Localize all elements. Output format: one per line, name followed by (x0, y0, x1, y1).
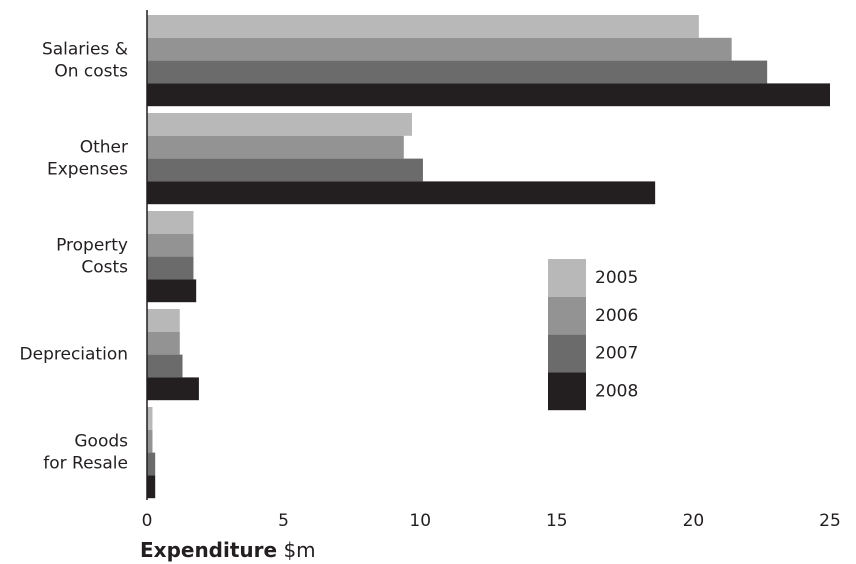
bar (147, 407, 153, 430)
bar (147, 354, 183, 378)
legend-swatch (548, 334, 586, 373)
bar (147, 331, 180, 355)
x-tick-label: 15 (546, 511, 568, 531)
y-tick-label: Property (56, 236, 128, 256)
y-tick-label: Costs (81, 258, 128, 278)
y-tick-label: Expenses (47, 160, 128, 180)
bar (147, 429, 153, 453)
y-tick-label: Other (80, 138, 128, 158)
x-tick-label: 25 (819, 511, 841, 531)
bar (147, 181, 656, 205)
bar (147, 158, 423, 182)
bar (147, 135, 404, 159)
y-tick-label: Goods (74, 432, 128, 452)
legend-label: 2008 (595, 381, 638, 401)
x-tick-label: 0 (142, 511, 153, 531)
bar (147, 377, 199, 401)
bar (147, 309, 180, 332)
x-axis-label: Expenditure $m (140, 538, 316, 562)
legend-label: 2007 (595, 344, 638, 364)
x-tick-label: 10 (409, 511, 431, 531)
bar (147, 37, 732, 61)
y-tick-label: for Resale (43, 454, 128, 474)
x-tick-label: 5 (278, 511, 289, 531)
bar (147, 60, 768, 84)
bar (147, 452, 156, 476)
legend-swatch (548, 372, 586, 411)
bar (147, 475, 156, 499)
x-tick-label: 20 (683, 511, 705, 531)
legend-swatch (548, 296, 586, 335)
bar (147, 233, 194, 257)
y-tick-label: Depreciation (20, 345, 128, 365)
bar (147, 279, 197, 303)
legend-swatch (548, 259, 586, 297)
bar (147, 256, 194, 280)
bar (147, 211, 194, 234)
y-tick-label: Salaries & (42, 40, 128, 60)
bar (147, 83, 830, 107)
bar (147, 113, 413, 136)
legend-label: 2005 (595, 268, 638, 288)
bar (147, 15, 699, 38)
legend-label: 2006 (595, 306, 638, 326)
y-tick-label: On costs (54, 62, 128, 82)
